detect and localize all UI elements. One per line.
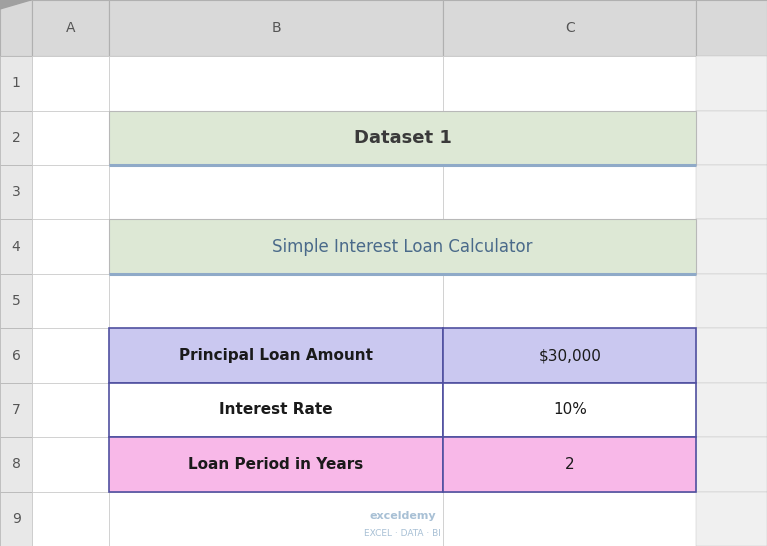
Bar — [32, 165, 109, 219]
Text: 9: 9 — [12, 512, 21, 526]
Bar — [109, 437, 443, 491]
Text: 5: 5 — [12, 294, 21, 308]
Bar — [109, 219, 696, 274]
Bar — [109, 111, 696, 165]
Text: Principal Loan Amount: Principal Loan Amount — [179, 348, 373, 363]
Bar — [109, 383, 443, 437]
Bar — [0, 0, 32, 56]
Bar — [696, 219, 767, 274]
Bar — [443, 111, 696, 165]
Bar — [109, 383, 443, 437]
Text: B: B — [272, 21, 281, 35]
Text: Simple Interest Loan Calculator: Simple Interest Loan Calculator — [272, 238, 533, 256]
Bar — [0, 383, 32, 437]
Text: 6: 6 — [12, 348, 21, 363]
Bar — [696, 491, 767, 546]
Bar — [0, 491, 32, 546]
Text: Interest Rate: Interest Rate — [219, 402, 333, 418]
Bar — [696, 56, 767, 111]
Text: A: A — [66, 21, 75, 35]
Text: C: C — [565, 21, 574, 35]
Bar — [443, 491, 696, 546]
Bar — [32, 328, 109, 383]
Bar — [443, 437, 696, 491]
Bar — [32, 491, 109, 546]
Bar — [109, 111, 443, 165]
Text: 4: 4 — [12, 240, 21, 254]
Bar — [32, 111, 109, 165]
Bar — [443, 0, 696, 56]
Bar — [0, 328, 32, 383]
Bar — [443, 56, 696, 111]
Text: 8: 8 — [12, 458, 21, 471]
Text: 2: 2 — [565, 457, 574, 472]
Bar — [109, 274, 443, 328]
Text: 10%: 10% — [553, 402, 587, 418]
Bar — [0, 274, 32, 328]
Text: Dataset 1: Dataset 1 — [354, 129, 452, 147]
Bar — [443, 383, 696, 437]
Bar — [109, 0, 443, 56]
Bar — [696, 165, 767, 219]
Bar — [109, 328, 443, 383]
Bar — [109, 165, 443, 219]
Text: 3: 3 — [12, 185, 21, 199]
Text: exceldemy: exceldemy — [370, 511, 436, 521]
Bar — [443, 328, 696, 383]
Bar — [443, 165, 696, 219]
Bar — [696, 0, 767, 56]
Bar — [109, 219, 443, 274]
Bar — [109, 111, 696, 165]
Bar — [32, 0, 109, 56]
Bar — [0, 219, 32, 274]
Bar — [32, 383, 109, 437]
Bar — [0, 437, 32, 491]
Polygon shape — [0, 0, 31, 9]
Text: EXCEL · DATA · BI: EXCEL · DATA · BI — [364, 529, 441, 538]
Bar — [443, 383, 696, 437]
Bar — [109, 219, 696, 274]
Bar — [0, 165, 32, 219]
Bar — [0, 111, 32, 165]
Bar — [443, 219, 696, 274]
Bar — [0, 56, 32, 111]
Text: 2: 2 — [12, 131, 21, 145]
Text: 1: 1 — [12, 76, 21, 91]
Text: 7: 7 — [12, 403, 21, 417]
Bar — [696, 111, 767, 165]
Bar — [696, 383, 767, 437]
Bar — [696, 437, 767, 491]
Text: Loan Period in Years: Loan Period in Years — [189, 457, 364, 472]
Bar — [109, 491, 443, 546]
Bar — [443, 437, 696, 491]
Bar — [109, 437, 443, 491]
Bar — [32, 274, 109, 328]
Bar — [696, 328, 767, 383]
Bar — [32, 437, 109, 491]
Bar — [32, 219, 109, 274]
Bar — [109, 328, 443, 383]
Text: $30,000: $30,000 — [538, 348, 601, 363]
Bar — [109, 56, 443, 111]
Bar — [32, 56, 109, 111]
Bar — [696, 274, 767, 328]
Bar — [443, 328, 696, 383]
Bar — [443, 274, 696, 328]
